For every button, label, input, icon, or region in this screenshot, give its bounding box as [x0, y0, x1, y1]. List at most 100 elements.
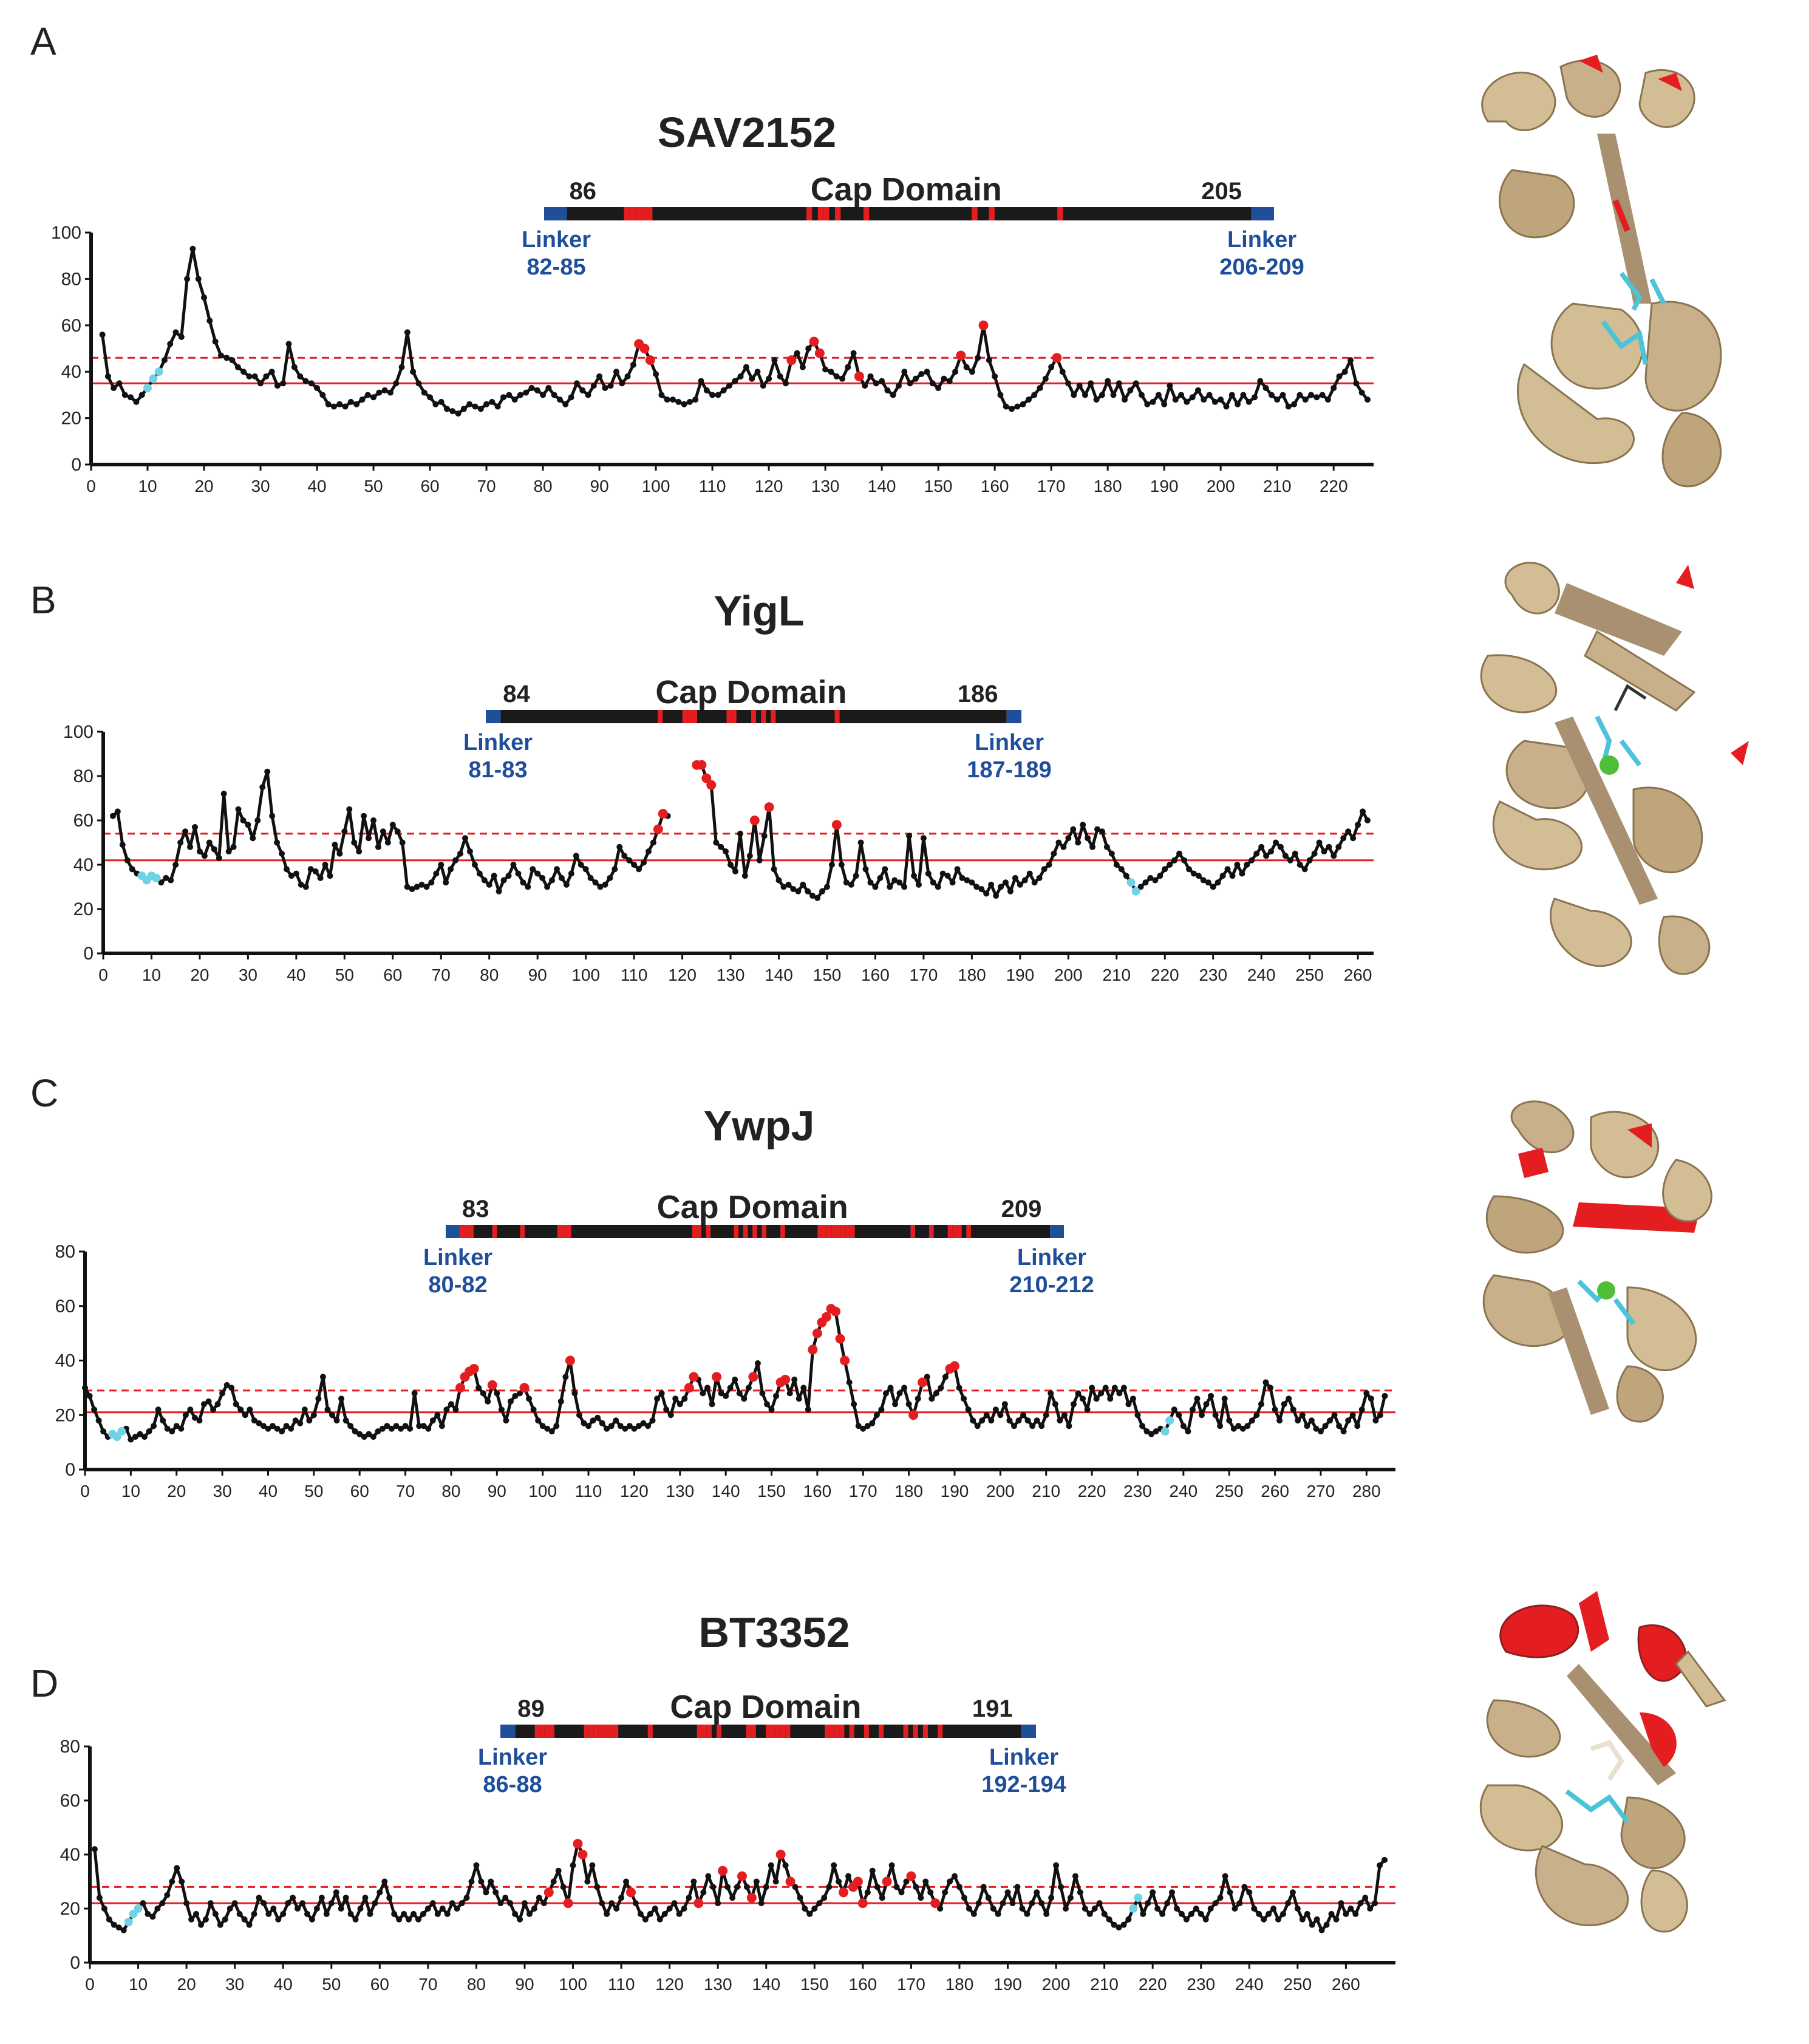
- cap-red-segment: [557, 1225, 562, 1238]
- chart-title: BT3352: [698, 1609, 850, 1656]
- data-point: [780, 884, 787, 890]
- data-point: [247, 1406, 253, 1413]
- data-point: [434, 1412, 441, 1419]
- x-tick-label: 130: [811, 477, 840, 496]
- data-point: [761, 833, 768, 839]
- cap-red-segment: [972, 207, 978, 220]
- red-point: [737, 1871, 747, 1881]
- cap-red-segment: [780, 1725, 786, 1738]
- data-point: [1111, 1921, 1117, 1928]
- data-point: [867, 879, 874, 886]
- x-tick-label: 110: [575, 1482, 602, 1501]
- cap-red-segment: [459, 1225, 465, 1238]
- data-point: [922, 1878, 929, 1885]
- data-point: [602, 881, 608, 888]
- data-point: [1227, 1889, 1233, 1896]
- data-point: [312, 868, 319, 874]
- data-point: [416, 1423, 423, 1429]
- cap-red-segment: [929, 1225, 934, 1238]
- red-point: [626, 1887, 636, 1898]
- data-point: [1313, 1916, 1320, 1923]
- data-point: [990, 1906, 996, 1912]
- linker-right-range: 192-194: [981, 1772, 1066, 1797]
- cap-red-segment: [697, 1725, 702, 1738]
- data-point: [201, 853, 208, 859]
- data-point: [1029, 1423, 1036, 1429]
- data-point: [723, 1392, 729, 1399]
- x-tick-label: 250: [1215, 1482, 1244, 1501]
- data-point: [873, 1412, 880, 1419]
- data-point: [1343, 1910, 1349, 1917]
- data-point: [560, 1884, 567, 1890]
- data-point: [109, 812, 116, 819]
- data-point: [1262, 1379, 1269, 1386]
- data-point: [551, 392, 557, 398]
- data-point: [488, 1878, 494, 1885]
- data-point: [292, 1417, 299, 1424]
- cap-red-segment: [520, 1225, 525, 1238]
- data-point: [1206, 392, 1213, 398]
- x-tick-label: 10: [121, 1482, 140, 1501]
- data-point: [452, 1406, 459, 1413]
- data-point: [523, 389, 530, 396]
- data-point: [515, 870, 522, 877]
- x-tick-label: 170: [910, 966, 938, 984]
- data-point: [318, 1895, 325, 1901]
- red-point: [658, 809, 668, 819]
- data-point: [530, 866, 536, 873]
- data-point: [1061, 1412, 1068, 1419]
- data-point: [893, 1884, 900, 1890]
- data-point: [235, 806, 242, 812]
- data-point: [1230, 1425, 1237, 1432]
- data-point: [635, 1423, 642, 1429]
- data-point: [1279, 392, 1286, 398]
- data-point: [1080, 1395, 1086, 1402]
- data-point: [1070, 1401, 1077, 1408]
- data-point: [391, 1910, 398, 1917]
- data-point: [869, 1867, 876, 1874]
- data-point: [616, 843, 623, 850]
- data-point: [1185, 1428, 1191, 1435]
- data-point: [570, 1862, 576, 1869]
- data-point: [211, 846, 217, 853]
- data-point: [336, 401, 343, 407]
- data-point: [299, 1900, 306, 1907]
- data-point: [676, 1401, 683, 1408]
- data-point: [754, 369, 761, 375]
- data-point: [174, 1865, 180, 1872]
- data-point: [517, 1390, 523, 1397]
- data-point: [1330, 384, 1337, 391]
- data-point: [654, 1395, 661, 1402]
- data-point: [251, 373, 258, 380]
- data-point: [132, 1434, 138, 1440]
- data-point: [877, 874, 884, 881]
- x-tick-label: 60: [383, 966, 402, 984]
- x-tick-label: 230: [1199, 966, 1227, 984]
- data-point: [179, 1878, 185, 1885]
- data-point: [525, 884, 531, 890]
- data-point: [1304, 1910, 1310, 1917]
- data-point: [581, 1420, 587, 1426]
- data-point: [1244, 1423, 1251, 1429]
- data-point: [455, 410, 462, 417]
- data-point: [425, 1425, 432, 1432]
- data-point: [862, 866, 869, 873]
- data-point: [675, 398, 682, 405]
- data-point: [772, 1878, 779, 1885]
- data-point: [206, 839, 213, 846]
- data-point: [636, 866, 642, 873]
- data-point: [1014, 403, 1021, 410]
- data-point: [1212, 1412, 1219, 1419]
- data-point: [91, 1846, 98, 1853]
- red-point: [645, 355, 655, 366]
- red-point: [639, 344, 650, 353]
- cap-red-segment: [743, 1225, 748, 1238]
- data-point: [466, 848, 473, 855]
- data-point: [1065, 835, 1072, 842]
- data-point: [857, 839, 864, 846]
- x-tick-label: 200: [1042, 1975, 1071, 1994]
- data-point: [1116, 1390, 1123, 1397]
- data-point: [946, 378, 953, 384]
- data-point: [404, 329, 411, 336]
- cyan-point: [124, 1918, 133, 1927]
